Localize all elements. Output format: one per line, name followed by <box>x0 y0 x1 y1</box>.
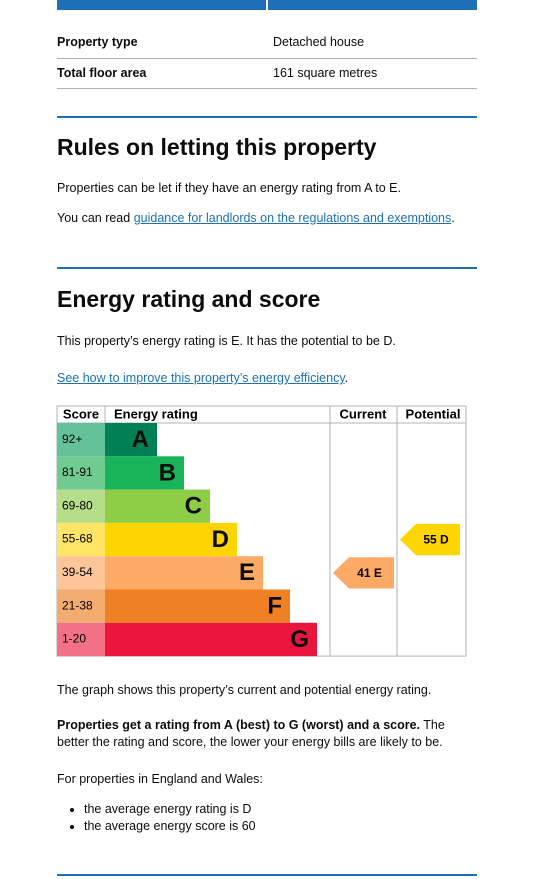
paragraph: Properties can be let if they have an en… <box>57 181 401 195</box>
score-range: 69-80 <box>62 498 93 512</box>
table-header <box>57 0 266 10</box>
paragraph: Properties get a rating from A (best) to… <box>57 717 477 751</box>
text: . <box>451 211 455 225</box>
paragraph: For properties in England and Wales: <box>57 772 263 786</box>
link[interactable]: See how to improve this property’s energ… <box>57 371 345 385</box>
row-label: Property type <box>57 35 138 49</box>
potential-score: 55 <box>423 533 437 547</box>
rating-letter: E <box>239 559 255 586</box>
heading: Energy rating and score <box>57 286 321 312</box>
current-score: 41 <box>357 566 371 580</box>
rating-bar <box>105 522 237 557</box>
rating-bar <box>105 622 317 657</box>
score-cell <box>57 589 105 623</box>
link[interactable]: guidance for landlords on the regulation… <box>133 211 452 225</box>
score-cell <box>57 489 105 523</box>
rating-letter: D <box>212 526 229 553</box>
rating-letter: C <box>185 493 202 520</box>
rating-bar <box>105 489 210 523</box>
current-band: E <box>374 566 382 580</box>
text: . <box>344 371 349 385</box>
heading: Rules on letting this property <box>57 134 377 160</box>
row-value: Detached house <box>273 35 365 49</box>
score-range: 55-68 <box>62 532 93 546</box>
rating-bar <box>105 423 157 457</box>
score-cell <box>57 622 105 657</box>
section-rule <box>57 267 477 269</box>
text: You can read <box>57 211 134 225</box>
potential-label: 55 D <box>423 533 449 547</box>
text: The better the rating and score, the low… <box>57 718 445 749</box>
paragraph: See how to improve this property’s energ… <box>57 370 348 387</box>
column-header: Score <box>63 406 99 421</box>
paragraph: The graph shows this property’s current … <box>57 683 432 697</box>
divider <box>57 58 477 59</box>
current-arrow <box>333 557 394 589</box>
rating-bar <box>105 556 263 590</box>
score-range: 92+ <box>62 432 82 446</box>
bullet-list: the average energy rating is D the avera… <box>57 801 256 835</box>
bullet: the average energy score is 60 <box>84 818 256 835</box>
paragraph: You can read guidance for landlords on t… <box>57 210 455 227</box>
paragraph: This property’s energy rating is E. It h… <box>57 334 396 348</box>
rating-letter: A <box>132 426 149 453</box>
score-cell <box>57 556 105 590</box>
section-rule <box>57 116 477 118</box>
column-header: Energy rating <box>114 406 198 421</box>
potential-band: D <box>440 533 449 547</box>
bullet: the average energy rating is D <box>84 801 256 818</box>
score-range: 39-54 <box>62 565 93 579</box>
column-header: Potential <box>406 406 461 421</box>
column-header: Current <box>340 406 388 421</box>
current-label: 41 E <box>357 566 382 580</box>
rating-letter: F <box>267 592 282 619</box>
text: Properties get a rating from A (best) to… <box>57 718 421 732</box>
rating-bar <box>105 456 184 490</box>
score-cell <box>57 456 105 490</box>
rating-bar <box>105 589 290 623</box>
rating-letter: B <box>159 459 176 486</box>
row-label: Total floor area <box>57 66 147 80</box>
table-header <box>268 0 477 10</box>
potential-arrow <box>400 523 460 556</box>
score-cell <box>57 522 105 557</box>
row-value: 161 square metres <box>273 66 378 80</box>
score-range: 21-38 <box>62 598 93 612</box>
divider <box>57 88 477 89</box>
rating-letter: G <box>290 626 309 653</box>
score-range: 81-91 <box>62 465 93 479</box>
section-rule <box>57 874 477 876</box>
score-cell <box>57 423 105 457</box>
score-range: 1-20 <box>62 632 86 646</box>
